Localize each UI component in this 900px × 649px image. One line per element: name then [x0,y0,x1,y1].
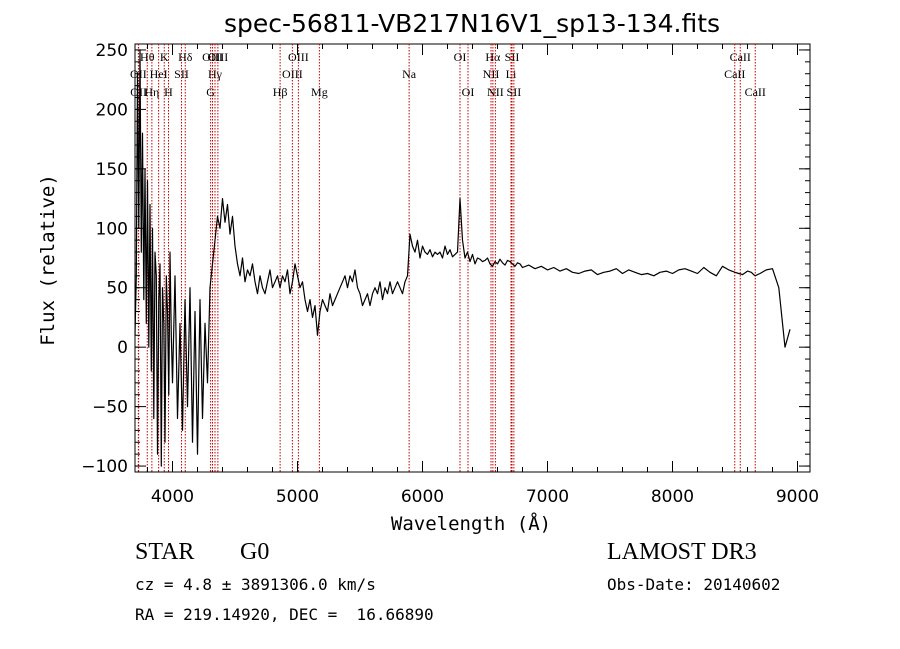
y-tick-label: 250 [96,41,128,61]
x-axis-label: Wavelength (Å) [391,512,551,535]
marker-label: SII [174,67,189,81]
emission-line-markers: HθOIIOIIHηHeIKHSIIHδOIIIHγGOIIIHβOIIIOII… [130,44,766,472]
y-tick-label: −100 [81,457,128,477]
y-tick-label: 200 [96,100,128,120]
marker-label: CaII [724,67,745,81]
marker-label: Li [506,67,517,81]
redshift-line: cz = 4.8 ± 3891306.0 km/s [135,575,376,594]
x-tick-label: 6000 [401,487,444,507]
axis-tick-labels: 4000 5000 6000 7000 8000 9000 −100 −50 0 50 100 150… [81,41,819,507]
marker-label: Hδ [178,50,193,64]
x-tick-label: 7000 [526,487,569,507]
marker-label: NII [483,67,500,81]
marker-label: Na [402,67,417,81]
x-tick-label: 4000 [151,487,194,507]
marker-label: OII [130,85,147,99]
marker-label: OIII [288,50,309,64]
chart-title: spec-56811-VB217N16V1_sp13-134.fits [224,9,720,38]
marker-label: Hβ [273,85,288,99]
y-tick-label: −50 [92,398,128,418]
marker-label: NII [487,85,504,99]
marker-label: Hγ [208,67,223,81]
marker-label: SII [505,50,520,64]
x-tick-label: 8000 [651,487,694,507]
marker-label: Hθ [140,50,155,64]
marker-label: OI [462,85,475,99]
y-tick-label: 150 [96,160,128,180]
obs-date-line: Obs-Date: 20140602 [607,575,781,594]
object-class: STAR [135,539,195,565]
y-tick-label: 50 [106,279,128,299]
marker-label: CaII [745,85,766,99]
x-tick-label: 9000 [776,487,819,507]
object-subclass: G0 [240,539,270,565]
marker-label: CaII [730,50,751,64]
marker-label: K [160,50,169,64]
marker-label: G [206,85,215,99]
marker-label: OIII [208,50,229,64]
y-axis-label: Flux (relative) [37,174,59,346]
marker-label: OI [454,50,467,64]
y-tick-label: 0 [117,338,128,358]
marker-label: HeI [150,67,168,81]
marker-label: H [164,85,173,99]
y-tick-label: 100 [96,219,128,239]
marker-label: Mg [311,85,328,99]
marker-label: Hη [144,85,159,99]
marker-label: Hα [485,50,501,64]
survey-name: LAMOST DR3 [607,539,757,565]
spectrum-line [134,49,791,467]
marker-label: SII [507,85,522,99]
coordinates-line: RA = 219.14920, DEC = 16.66890 [135,605,434,624]
marker-label: OIII [282,67,303,81]
x-tick-label: 5000 [276,487,319,507]
